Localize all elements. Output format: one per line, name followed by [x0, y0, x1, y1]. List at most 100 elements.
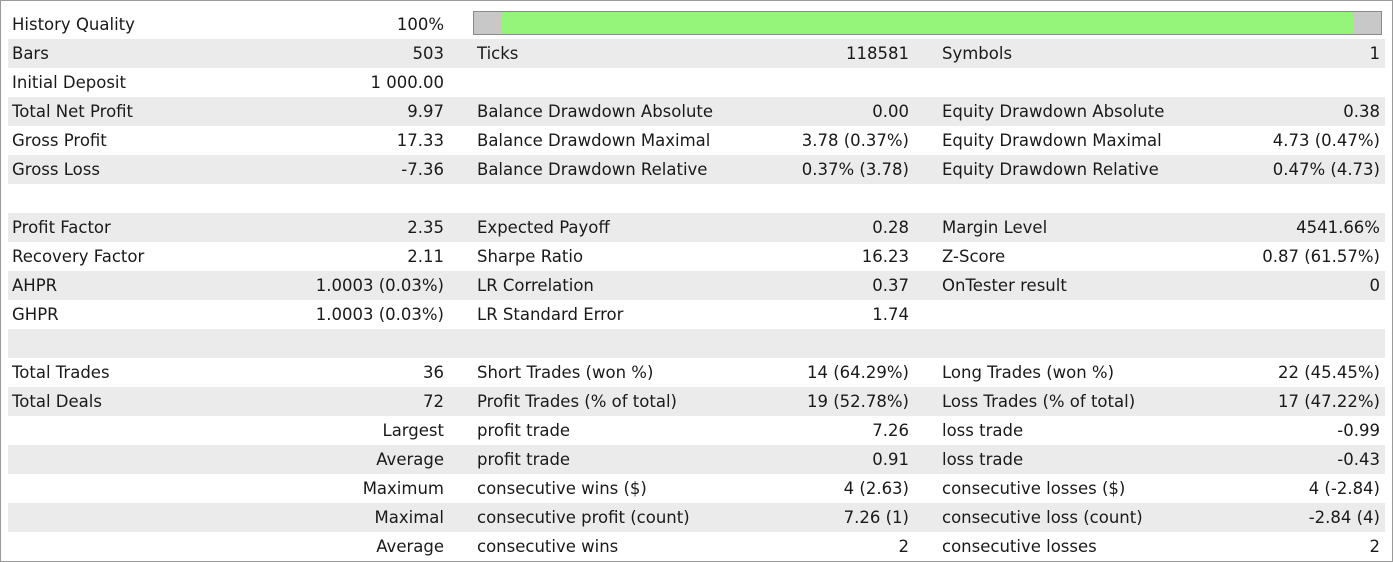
loss-trades-value: 17 (47.22%): [1277, 392, 1380, 411]
largest-loss-trade-label: loss trade: [942, 421, 1024, 440]
stats-row: Maximum consecutive wins ($) 4 (2.63) co…: [8, 474, 1385, 503]
max-consecutive-losses-label: consecutive losses ($): [942, 479, 1126, 498]
average-profit-trade-label: profit trade: [477, 450, 571, 469]
z-score-label: Z-Score: [942, 247, 1006, 266]
z-score-value: 0.87 (61.57%): [1262, 247, 1380, 266]
balance-drawdown-maximal-value: 3.78 (0.37%): [801, 131, 909, 150]
stats-row: GHPR 1.0003 (0.03%) LR Standard Error 1.…: [8, 300, 1385, 329]
sharpe-ratio-label: Sharpe Ratio: [477, 247, 584, 266]
recovery-factor-label: Recovery Factor: [12, 247, 145, 266]
profit-trades-label: Profit Trades (% of total): [477, 392, 677, 411]
recovery-factor-value: 2.11: [407, 247, 444, 266]
initial-deposit-value: 1 000.00: [370, 73, 444, 92]
equity-drawdown-absolute-label: Equity Drawdown Absolute: [942, 102, 1165, 121]
average-consecutive-losses-label: consecutive losses: [942, 537, 1097, 556]
max-consecutive-wins-value: 4 (2.63): [843, 479, 909, 498]
total-deals-label: Total Deals: [12, 392, 102, 411]
spacer-row: [8, 329, 1385, 358]
average-consecutive-prefix: Average: [376, 537, 444, 556]
lr-standard-error-value: 1.74: [872, 305, 909, 324]
profit-factor-value: 2.35: [407, 218, 444, 237]
gross-profit-value: 17.33: [396, 131, 444, 150]
balance-drawdown-absolute-value: 0.00: [872, 102, 909, 121]
profit-factor-label: Profit Factor: [12, 218, 111, 237]
equity-drawdown-maximal-value: 4.73 (0.47%): [1272, 131, 1380, 150]
average-profit-trade-value: 0.91: [872, 450, 909, 469]
stats-row: Bars 503 Ticks 118581 Symbols 1: [8, 39, 1385, 68]
long-trades-label: Long Trades (won %): [942, 363, 1115, 382]
ahpr-label: AHPR: [12, 276, 58, 295]
ahpr-value: 1.0003 (0.03%): [315, 276, 444, 295]
average-consecutive-wins-value: 2: [898, 537, 910, 556]
stats-row: Initial Deposit 1 000.00: [8, 68, 1385, 97]
gross-loss-label: Gross Loss: [12, 160, 100, 179]
spacer-row: [8, 184, 1385, 213]
maximal-consecutive-profit-value: 7.26 (1): [843, 508, 909, 527]
equity-drawdown-relative-label: Equity Drawdown Relative: [942, 160, 1159, 179]
equity-drawdown-maximal-label: Equity Drawdown Maximal: [942, 131, 1162, 150]
history-quality-bar: [473, 11, 1382, 35]
initial-deposit-label: Initial Deposit: [12, 73, 126, 92]
symbols-value: 1: [1369, 44, 1381, 63]
ghpr-value: 1.0003 (0.03%): [315, 305, 444, 324]
short-trades-label: Short Trades (won %): [477, 363, 654, 382]
equity-drawdown-relative-value: 0.47% (4.73): [1272, 160, 1380, 179]
gross-profit-label: Gross Profit: [12, 131, 107, 150]
long-trades-value: 22 (45.45%): [1277, 363, 1380, 382]
largest-loss-trade-value: -0.99: [1337, 421, 1380, 440]
gross-loss-value: -7.36: [401, 160, 444, 179]
short-trades-value: 14 (64.29%): [806, 363, 909, 382]
sharpe-ratio-value: 16.23: [861, 247, 909, 266]
largest-profit-trade-value: 7.26: [872, 421, 909, 440]
maximal-consecutive-loss-value: -2.84 (4): [1308, 508, 1380, 527]
history-quality-label: History Quality: [12, 15, 135, 34]
stats-row: Profit Factor 2.35 Expected Payoff 0.28 …: [8, 213, 1385, 242]
average-loss-trade-label: loss trade: [942, 450, 1024, 469]
history-quality-row: History Quality 100%: [8, 10, 1385, 39]
largest-prefix: Largest: [382, 421, 445, 440]
stats-row: Total Net Profit 9.97 Balance Drawdown A…: [8, 97, 1385, 126]
average-prefix: Average: [376, 450, 444, 469]
max-consecutive-losses-value: 4 (-2.84): [1308, 479, 1380, 498]
stats-row: Recovery Factor 2.11 Sharpe Ratio 16.23 …: [8, 242, 1385, 271]
total-net-profit-label: Total Net Profit: [12, 102, 134, 121]
stats-row: Gross Profit 17.33 Balance Drawdown Maxi…: [8, 126, 1385, 155]
balance-drawdown-maximal-label: Balance Drawdown Maximal: [477, 131, 711, 150]
ghpr-label: GHPR: [12, 305, 59, 324]
lr-standard-error-label: LR Standard Error: [477, 305, 624, 324]
average-loss-trade-value: -0.43: [1337, 450, 1380, 469]
history-quality-value: 100%: [396, 15, 444, 34]
stats-row: Maximal consecutive profit (count) 7.26 …: [8, 503, 1385, 532]
loss-trades-label: Loss Trades (% of total): [942, 392, 1136, 411]
total-net-profit-value: 9.97: [407, 102, 444, 121]
average-consecutive-wins-label: consecutive wins: [477, 537, 619, 556]
maximal-consecutive-profit-label: consecutive profit (count): [477, 508, 690, 527]
ticks-value: 118581: [846, 44, 909, 63]
lr-correlation-value: 0.37: [872, 276, 909, 295]
stats-row: Largest profit trade 7.26 loss trade -0.…: [8, 416, 1385, 445]
balance-drawdown-relative-value: 0.37% (3.78): [801, 160, 909, 179]
symbols-label: Symbols: [942, 44, 1013, 63]
expected-payoff-value: 0.28: [872, 218, 909, 237]
total-trades-value: 36: [423, 363, 444, 382]
stats-row: Average consecutive wins 2 consecutive l…: [8, 532, 1385, 561]
ticks-label: Ticks: [477, 44, 519, 63]
equity-drawdown-absolute-value: 0.38: [1343, 102, 1380, 121]
expected-payoff-label: Expected Payoff: [477, 218, 610, 237]
bars-value: 503: [412, 44, 445, 63]
stats-row: Average profit trade 0.91 loss trade -0.…: [8, 445, 1385, 474]
margin-level-value: 4541.66%: [1296, 218, 1380, 237]
balance-drawdown-relative-label: Balance Drawdown Relative: [477, 160, 708, 179]
stats-row: Gross Loss -7.36 Balance Drawdown Relati…: [8, 155, 1385, 184]
lr-correlation-label: LR Correlation: [477, 276, 594, 295]
total-trades-label: Total Trades: [12, 363, 110, 382]
average-consecutive-losses-value: 2: [1369, 537, 1381, 556]
largest-profit-trade-label: profit trade: [477, 421, 571, 440]
max-consecutive-wins-label: consecutive wins ($): [477, 479, 647, 498]
profit-trades-value: 19 (52.78%): [806, 392, 909, 411]
history-quality-bar-fill: [502, 12, 1353, 34]
stats-row: AHPR 1.0003 (0.03%) LR Correlation 0.37 …: [8, 271, 1385, 300]
stats-row: Total Trades 36 Short Trades (won %) 14 …: [8, 358, 1385, 387]
balance-drawdown-absolute-label: Balance Drawdown Absolute: [477, 102, 714, 121]
